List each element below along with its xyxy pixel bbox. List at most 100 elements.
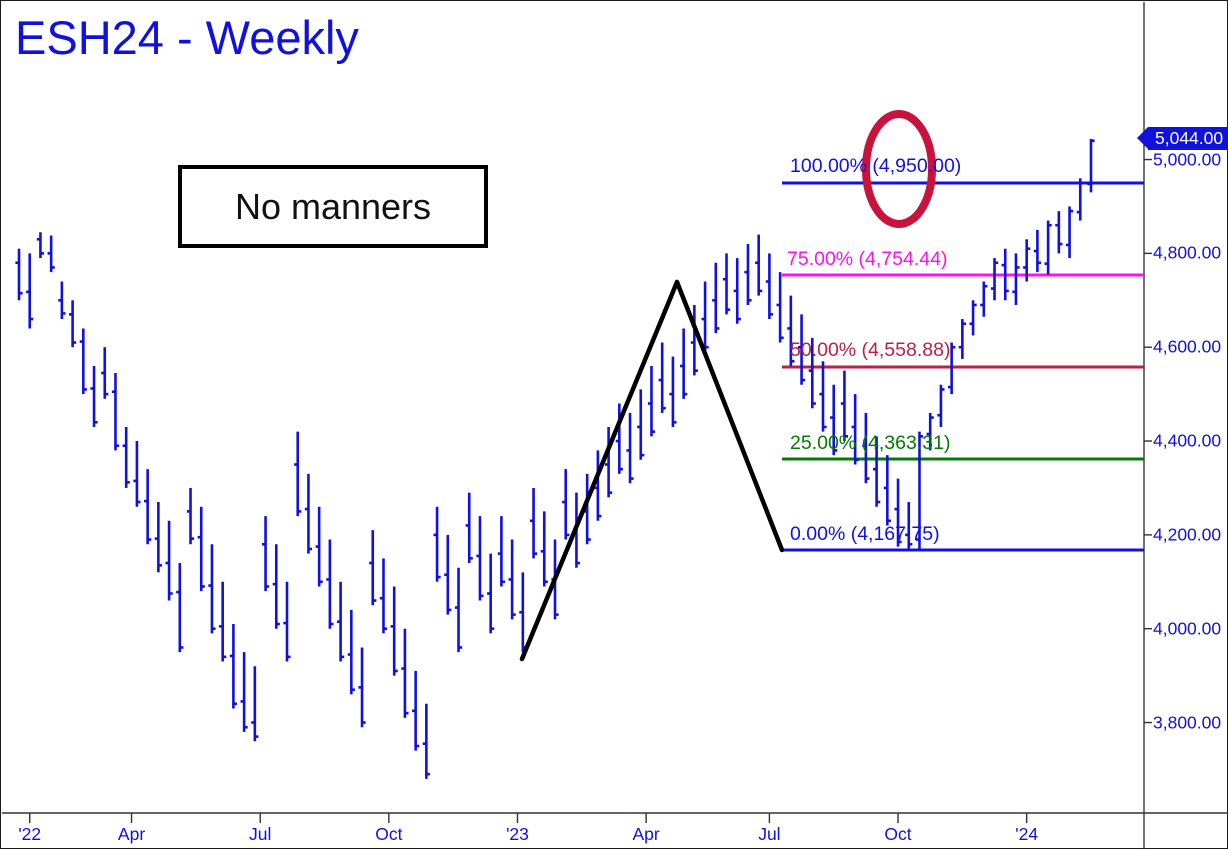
ohlc-bar	[873, 436, 881, 507]
ohlc-bar	[261, 516, 270, 592]
x-axis-tick-label: Oct	[884, 824, 912, 844]
ohlc-bar	[894, 478, 902, 547]
ohlc-bar	[840, 370, 849, 442]
ohlc-bar	[776, 272, 784, 343]
ohlc-bar	[712, 262, 720, 334]
ohlc-bar	[186, 487, 195, 545]
ohlc-bar	[647, 365, 656, 437]
ohlc-bar	[379, 558, 388, 634]
ohlc-bar	[755, 234, 763, 296]
ohlc-bar	[926, 412, 934, 451]
trendline-up	[519, 279, 680, 662]
ohlc-bar	[272, 544, 280, 629]
ohlc-bar	[326, 539, 334, 629]
y-axis-tick-label: 4,400.00	[1153, 430, 1222, 451]
trendline-down	[674, 279, 785, 553]
ohlc-bar	[26, 253, 34, 329]
x-axis-tick-label: Apr	[117, 824, 146, 844]
ohlc-bar	[476, 516, 484, 601]
x-axis-tick-label: Jul	[249, 824, 272, 844]
ohlc-bar	[358, 647, 366, 728]
ohlc-bar	[294, 431, 302, 517]
ohlc-bar	[133, 441, 141, 507]
ohlc-bar	[1076, 178, 1084, 221]
x-axis-tick-label: Oct	[375, 824, 403, 844]
ohlc-bar	[176, 563, 184, 653]
ohlc-bar	[444, 534, 452, 615]
ohlc-bar	[1087, 138, 1095, 193]
ohlc-bar	[915, 431, 924, 549]
ohlc-bar	[390, 586, 398, 676]
ohlc-bar	[1065, 206, 1074, 259]
ohlc-bar	[111, 373, 120, 451]
fibonacci-level-label: 50.00% (4,558.88)	[790, 339, 951, 361]
ohlc-bar	[433, 506, 441, 582]
x-axis-tick-label: Apr	[632, 824, 660, 844]
ohlc-bar	[937, 384, 945, 427]
ohlc-bar	[701, 281, 709, 352]
ohlc-bar	[905, 502, 913, 550]
ohlc-bar	[283, 581, 291, 662]
y-axis-tick-label: 5,000.00	[1153, 149, 1222, 170]
ohlc-bar	[58, 281, 66, 320]
ohlc-bar	[669, 356, 677, 427]
fibonacci-level-label: 0.00% (4,167.75)	[790, 523, 940, 545]
ohlc-bar	[337, 581, 345, 662]
ohlc-bar	[315, 506, 323, 587]
ohlc-bar	[165, 520, 173, 601]
y-axis-tick-label: 4,000.00	[1153, 618, 1222, 639]
breakout-ellipse	[862, 110, 936, 228]
ohlc-bar	[90, 365, 98, 427]
ohlc-bar	[69, 300, 77, 348]
x-axis-tick-label: '24	[1015, 824, 1039, 844]
x-axis-tick-label: Jul	[758, 824, 781, 844]
annotation-note-box: No manners	[178, 165, 488, 248]
ohlc-bar	[240, 652, 248, 732]
ohlc-bar	[594, 450, 602, 521]
ohlc-bar	[347, 609, 355, 695]
ohlc-bar	[122, 426, 130, 488]
ohlc-bar	[851, 394, 859, 465]
ohlc-bar	[497, 516, 505, 587]
ohlc-bar	[733, 258, 741, 324]
ohlc-bar	[401, 628, 409, 718]
ohlc-bar	[680, 328, 688, 399]
ohlc-bar	[251, 666, 259, 742]
ohlc-bar	[980, 281, 988, 317]
ohlc-bar	[229, 624, 237, 709]
price-badge-arrow-icon	[1137, 127, 1148, 150]
ohlc-bar	[47, 235, 55, 273]
fibonacci-level-label: 100.00% (4,950.00)	[790, 155, 962, 177]
ohlc-bar	[819, 361, 827, 432]
ohlc-bar	[519, 572, 527, 653]
ohlc-bar	[605, 426, 613, 498]
last-price-badge: 5,044.00	[1148, 127, 1228, 151]
y-axis-tick-label: 3,800.00	[1153, 712, 1222, 733]
ohlc-bar	[144, 469, 152, 545]
ohlc-bar	[830, 384, 838, 456]
y-axis-tick-label: 4,800.00	[1153, 242, 1222, 263]
ohlc-bar	[958, 319, 966, 359]
ohlc-bar	[969, 300, 977, 336]
y-axis-tick-label: 4,200.00	[1153, 524, 1222, 545]
ohlc-bar	[1033, 229, 1041, 273]
ohlc-bar	[990, 258, 999, 301]
ohlc-bar	[797, 314, 806, 385]
ohlc-bar	[422, 703, 430, 779]
ohlc-bar	[154, 502, 162, 573]
ohlc-bar	[1044, 220, 1052, 275]
ohlc-bar	[454, 567, 463, 653]
y-axis-tick-label: 4,600.00	[1153, 336, 1222, 357]
ohlc-bar	[744, 243, 752, 305]
ohlc-bar	[1023, 239, 1031, 282]
ohlc-bar	[1001, 248, 1009, 301]
ohlc-bar	[15, 248, 23, 301]
ohlc-bar	[79, 328, 87, 395]
ohlc-bar	[862, 412, 870, 484]
ohlc-bar	[658, 342, 666, 413]
ohlc-bar	[948, 342, 956, 395]
x-axis-tick-label: '22	[18, 824, 42, 844]
